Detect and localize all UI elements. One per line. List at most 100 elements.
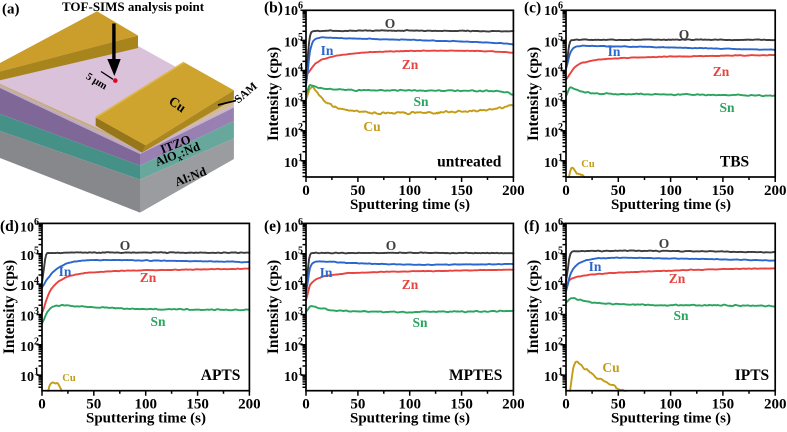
svg-text:Sputtering time (s): Sputtering time (s) bbox=[86, 411, 206, 427]
svg-text:150: 150 bbox=[450, 183, 473, 199]
svg-text:In: In bbox=[320, 265, 333, 280]
svg-text:untreated: untreated bbox=[437, 154, 502, 171]
svg-text:100: 100 bbox=[659, 397, 682, 413]
svg-text:102: 102 bbox=[544, 336, 563, 355]
svg-text:In: In bbox=[608, 44, 621, 59]
svg-text:Sputtering time (s): Sputtering time (s) bbox=[350, 411, 470, 427]
svg-text:In: In bbox=[321, 43, 334, 58]
svg-text:101: 101 bbox=[20, 367, 39, 386]
svg-text:104: 104 bbox=[544, 276, 563, 295]
svg-text:104: 104 bbox=[284, 276, 303, 295]
svg-text:Intensity (cps): Intensity (cps) bbox=[525, 260, 542, 354]
svg-text:100: 100 bbox=[134, 397, 157, 413]
svg-text:O: O bbox=[659, 236, 670, 251]
svg-text:Zn: Zn bbox=[140, 270, 157, 285]
svg-text:Intensity (cps): Intensity (cps) bbox=[265, 260, 282, 354]
svg-text:Sn: Sn bbox=[413, 94, 429, 109]
svg-text:105: 105 bbox=[544, 245, 563, 264]
svg-text:Sn: Sn bbox=[150, 314, 166, 329]
svg-text:101: 101 bbox=[284, 152, 303, 171]
svg-text:(e): (e) bbox=[264, 218, 281, 235]
svg-text:102: 102 bbox=[544, 122, 563, 141]
svg-text:Zn: Zn bbox=[713, 64, 730, 79]
svg-text:Sn: Sn bbox=[719, 100, 735, 115]
svg-text:IPTS: IPTS bbox=[735, 367, 769, 384]
svg-text:106: 106 bbox=[544, 217, 563, 236]
svg-text:0: 0 bbox=[302, 183, 310, 199]
svg-text:103: 103 bbox=[284, 92, 303, 111]
svg-text:0: 0 bbox=[38, 397, 46, 413]
svg-text:50: 50 bbox=[350, 397, 365, 413]
svg-text:(f): (f) bbox=[524, 218, 540, 235]
svg-text:100: 100 bbox=[398, 397, 421, 413]
svg-text:TOF-SIMS analysis point: TOF-SIMS analysis point bbox=[62, 0, 205, 14]
svg-text:102: 102 bbox=[284, 336, 303, 355]
svg-text:103: 103 bbox=[544, 92, 563, 111]
svg-text:(d): (d) bbox=[0, 218, 19, 235]
svg-text:200: 200 bbox=[238, 397, 261, 413]
svg-text:O: O bbox=[386, 238, 397, 253]
svg-text:103: 103 bbox=[20, 306, 39, 325]
svg-text:50: 50 bbox=[86, 397, 101, 413]
svg-text:101: 101 bbox=[284, 367, 303, 386]
svg-text:O: O bbox=[679, 27, 690, 42]
svg-text:50: 50 bbox=[611, 397, 626, 413]
svg-text:In: In bbox=[59, 264, 72, 279]
svg-text:Sputtering time (s): Sputtering time (s) bbox=[350, 197, 470, 213]
svg-text:O: O bbox=[385, 16, 396, 31]
svg-text:Sn: Sn bbox=[412, 315, 428, 330]
svg-text:Intensity (cps): Intensity (cps) bbox=[1, 260, 18, 354]
svg-text:101: 101 bbox=[544, 152, 563, 171]
svg-text:APTS: APTS bbox=[201, 367, 241, 384]
svg-text:105: 105 bbox=[284, 32, 303, 51]
svg-text:150: 150 bbox=[712, 183, 735, 199]
svg-text:0: 0 bbox=[562, 183, 570, 199]
svg-text:200: 200 bbox=[502, 397, 525, 413]
svg-text:(b): (b) bbox=[264, 0, 283, 17]
svg-text:Cu: Cu bbox=[363, 119, 381, 134]
svg-text:104: 104 bbox=[284, 62, 303, 81]
svg-text:50: 50 bbox=[350, 183, 365, 199]
svg-text:50: 50 bbox=[611, 183, 626, 199]
svg-text:(a): (a) bbox=[2, 2, 20, 18]
svg-text:Cu: Cu bbox=[581, 159, 595, 170]
svg-text:O: O bbox=[120, 238, 131, 253]
svg-text:200: 200 bbox=[764, 397, 787, 413]
svg-text:Cu: Cu bbox=[602, 360, 620, 375]
svg-text:MPTES: MPTES bbox=[449, 367, 502, 384]
svg-text:Zn: Zn bbox=[402, 57, 419, 72]
svg-text:Intensity (cps): Intensity (cps) bbox=[265, 47, 282, 141]
svg-text:106: 106 bbox=[284, 217, 303, 236]
svg-text:106: 106 bbox=[544, 0, 563, 19]
svg-text:0: 0 bbox=[562, 397, 570, 413]
svg-text:105: 105 bbox=[284, 245, 303, 264]
svg-text:101: 101 bbox=[544, 367, 563, 386]
svg-text:103: 103 bbox=[284, 306, 303, 325]
svg-text:105: 105 bbox=[544, 32, 563, 51]
svg-text:Zn: Zn bbox=[402, 277, 419, 292]
svg-text:200: 200 bbox=[502, 183, 525, 199]
svg-text:Sn: Sn bbox=[673, 308, 689, 323]
svg-text:Intensity (cps): Intensity (cps) bbox=[525, 47, 542, 141]
svg-text:106: 106 bbox=[284, 0, 303, 19]
svg-text:100: 100 bbox=[659, 183, 682, 199]
svg-text:150: 150 bbox=[186, 397, 209, 413]
svg-text:100: 100 bbox=[398, 183, 421, 199]
svg-text:103: 103 bbox=[544, 306, 563, 325]
svg-text:105: 105 bbox=[20, 245, 39, 264]
svg-text:104: 104 bbox=[544, 62, 563, 81]
svg-text:Cu: Cu bbox=[62, 373, 76, 384]
svg-text:Sputtering time (s): Sputtering time (s) bbox=[611, 411, 731, 427]
svg-text:In: In bbox=[589, 259, 602, 274]
svg-text:102: 102 bbox=[284, 122, 303, 141]
svg-text:0: 0 bbox=[302, 397, 310, 413]
svg-text:150: 150 bbox=[712, 397, 735, 413]
svg-text:SAM: SAM bbox=[232, 80, 259, 106]
svg-text:102: 102 bbox=[20, 336, 39, 355]
svg-text:200: 200 bbox=[764, 183, 787, 199]
svg-text:106: 106 bbox=[20, 217, 39, 236]
svg-text:(c): (c) bbox=[524, 0, 541, 17]
svg-text:Zn: Zn bbox=[669, 271, 686, 286]
svg-text:TBS: TBS bbox=[720, 154, 749, 171]
svg-text:150: 150 bbox=[450, 397, 473, 413]
